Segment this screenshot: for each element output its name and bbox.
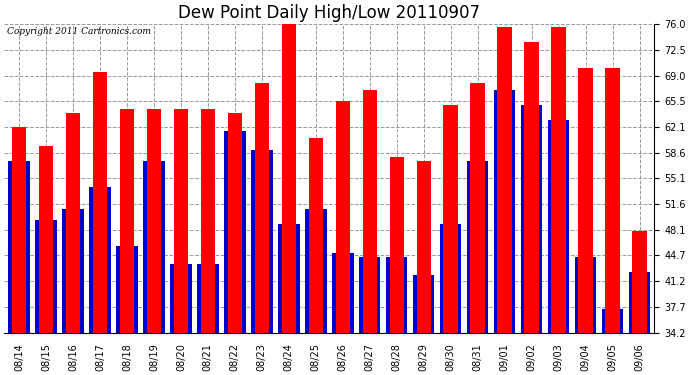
Bar [602, 309, 623, 333]
Bar [386, 257, 408, 333]
Bar [605, 68, 620, 333]
Bar [578, 68, 593, 333]
Bar [197, 264, 219, 333]
Bar [224, 131, 246, 333]
Bar [174, 109, 188, 333]
Bar [278, 224, 299, 333]
Bar [471, 83, 485, 333]
Bar [228, 112, 242, 333]
Bar [521, 105, 542, 333]
Bar [440, 224, 462, 333]
Bar [335, 102, 350, 333]
Bar [92, 72, 107, 333]
Bar [66, 112, 80, 333]
Bar [413, 275, 435, 333]
Bar [116, 246, 138, 333]
Bar [201, 109, 215, 333]
Bar [305, 209, 326, 333]
Bar [255, 83, 269, 333]
Bar [62, 209, 83, 333]
Bar [524, 42, 539, 333]
Bar [497, 27, 512, 333]
Bar [35, 220, 57, 333]
Bar [467, 160, 489, 333]
Bar [308, 138, 323, 333]
Bar [548, 120, 569, 333]
Bar [551, 27, 566, 333]
Text: Copyright 2011 Cartronics.com: Copyright 2011 Cartronics.com [8, 27, 151, 36]
Bar [89, 186, 110, 333]
Bar [575, 257, 596, 333]
Bar [282, 20, 296, 333]
Bar [359, 257, 380, 333]
Bar [362, 90, 377, 333]
Bar [39, 146, 53, 333]
Bar [494, 90, 515, 333]
Bar [332, 253, 353, 333]
Bar [170, 264, 192, 333]
Bar [629, 272, 650, 333]
Bar [251, 150, 273, 333]
Bar [147, 109, 161, 333]
Bar [8, 160, 30, 333]
Bar [120, 109, 134, 333]
Bar [417, 160, 431, 333]
Title: Dew Point Daily High/Low 20110907: Dew Point Daily High/Low 20110907 [178, 4, 480, 22]
Bar [444, 105, 458, 333]
Bar [143, 160, 165, 333]
Bar [632, 231, 647, 333]
Bar [390, 157, 404, 333]
Bar [12, 128, 26, 333]
